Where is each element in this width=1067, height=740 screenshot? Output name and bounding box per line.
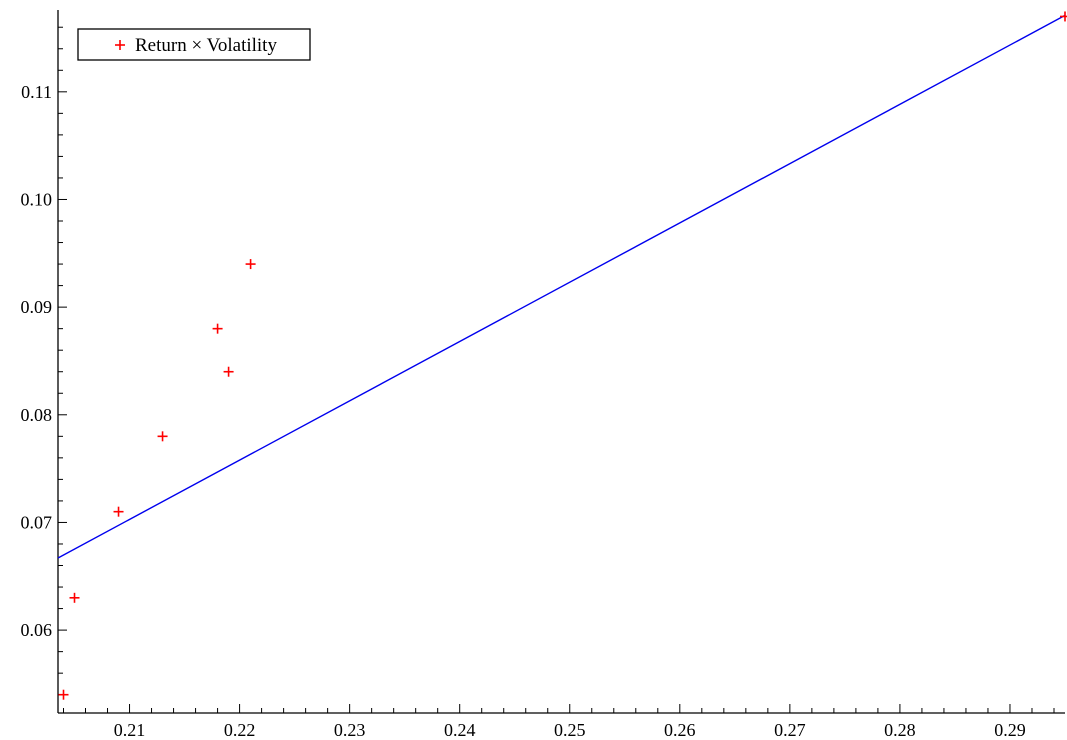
- y-tick-label: 0.11: [21, 82, 52, 102]
- y-tick-label: 0.08: [21, 405, 53, 425]
- x-tick-label: 0.29: [994, 720, 1026, 740]
- x-tick-label: 0.23: [334, 720, 366, 740]
- y-tick-label: 0.07: [21, 512, 53, 532]
- x-ticks: 0.21 0.22 0.23 0.24 0.25 0.26 0.27 0.28 0.29: [63, 704, 1055, 740]
- y-tick-label: 0.09: [21, 297, 53, 317]
- data-point: [212, 323, 223, 334]
- axes: [57, 10, 1065, 714]
- x-tick-label: 0.24: [444, 720, 476, 740]
- fit-lines: [57, 14, 1066, 559]
- x-tick-label: 0.28: [884, 720, 916, 740]
- data-point: [223, 366, 234, 377]
- x-tick-label: 0.26: [664, 720, 696, 740]
- data-point: [245, 259, 256, 270]
- fit-line: [57, 14, 1066, 559]
- legend-marker-cross: [115, 40, 125, 50]
- y-tick-label: 0.06: [21, 620, 53, 640]
- data-point: [58, 689, 69, 700]
- data-point: [69, 592, 80, 603]
- y-tick-label: 0.10: [21, 189, 53, 209]
- x-tick-label: 0.25: [554, 720, 586, 740]
- legend: Return × Volatility: [77, 28, 311, 61]
- x-tick-label: 0.27: [774, 720, 806, 740]
- scatter-points: [58, 11, 1067, 700]
- legend-marker: [115, 40, 125, 50]
- y-ticks: 0.06 0.07 0.08 0.09 0.10 0.11: [21, 26, 67, 696]
- x-tick-label: 0.21: [114, 720, 146, 740]
- data-point: [157, 431, 168, 442]
- data-point: [1060, 11, 1067, 22]
- legend-label: Return × Volatility: [135, 35, 277, 56]
- data-point: [113, 506, 124, 517]
- x-tick-label: 0.22: [224, 720, 256, 740]
